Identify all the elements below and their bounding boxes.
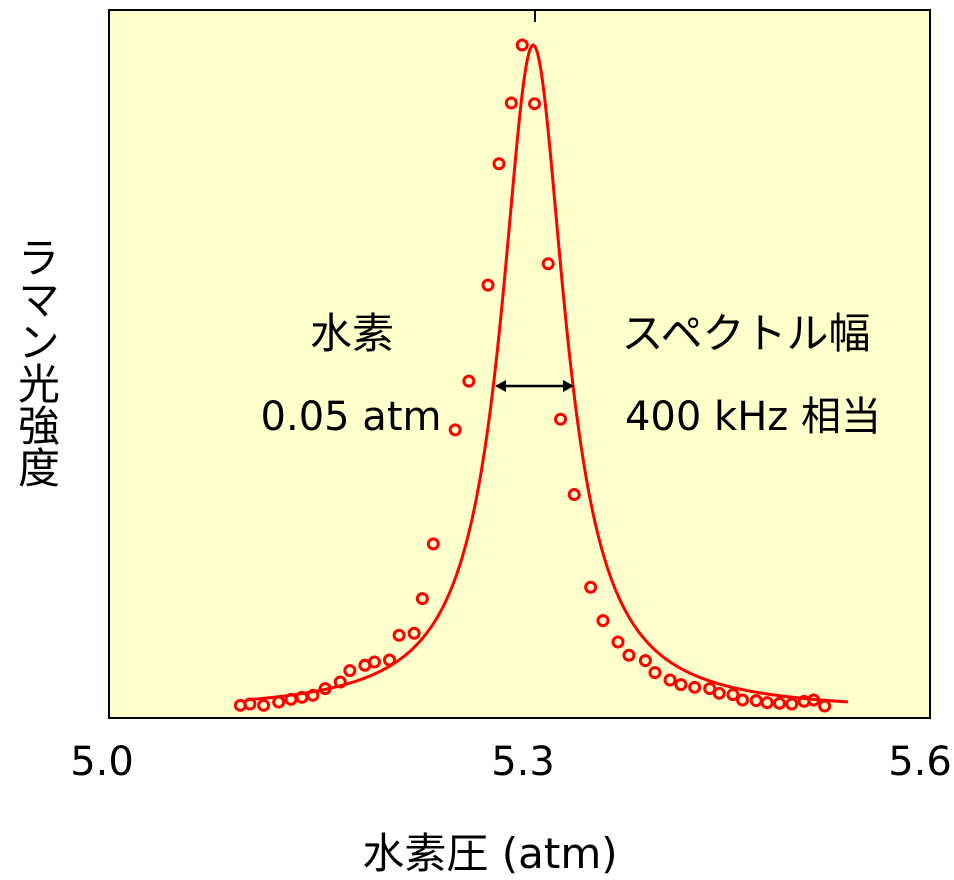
y-axis-label: ラマン光強度 [12, 236, 61, 488]
data-point [736, 693, 750, 707]
data-point [333, 675, 347, 689]
annotation-spectral-width: スペクトル幅 [621, 309, 870, 358]
data-point [306, 688, 320, 702]
data-point [772, 696, 786, 710]
data-point [383, 653, 397, 667]
data-point [807, 693, 821, 707]
data-point [415, 592, 429, 606]
data-point [448, 423, 462, 437]
data-point [611, 635, 625, 649]
data-point [528, 97, 542, 111]
data-point [426, 537, 440, 551]
data-point [515, 38, 529, 52]
x-axis-label: 水素圧 (atm) [362, 829, 617, 878]
data-points-layer [233, 38, 832, 713]
annotation-pressure: 0.05 atm [261, 394, 442, 440]
data-point [554, 412, 568, 426]
data-point [541, 257, 555, 271]
data-point [818, 699, 832, 713]
annotation-hydrogen: 水素 [310, 309, 394, 358]
data-point [648, 666, 662, 680]
data-point [481, 278, 495, 292]
data-point [272, 695, 286, 709]
data-point [243, 697, 257, 711]
data-point [638, 654, 652, 668]
data-point [596, 614, 610, 628]
fwhm-arrow [495, 380, 574, 392]
fwhm-arrow-head-left [495, 380, 506, 392]
data-point [785, 697, 799, 711]
data-point [318, 682, 332, 696]
data-point [703, 682, 717, 696]
data-point [674, 678, 688, 692]
data-point [392, 628, 406, 642]
data-point [367, 655, 381, 669]
data-point [567, 488, 581, 502]
data-point [760, 696, 774, 710]
data-point [584, 580, 598, 594]
x-tick-label-mid: 5.3 [491, 739, 555, 785]
data-point [712, 686, 726, 700]
data-point [504, 96, 518, 110]
annotation-frequency: 400 kHz 相当 [625, 394, 881, 440]
data-point [407, 626, 421, 640]
data-point [663, 673, 677, 687]
data-point [726, 688, 740, 702]
data-point [622, 648, 636, 662]
data-point [688, 680, 702, 694]
fwhm-arrow-head-right [563, 380, 574, 392]
data-point [343, 664, 357, 678]
data-point [257, 698, 271, 712]
data-point [492, 157, 506, 171]
x-tick-label-max: 5.6 [888, 739, 952, 785]
x-tick-label-min: 5.0 [70, 739, 134, 785]
data-point [462, 374, 476, 388]
